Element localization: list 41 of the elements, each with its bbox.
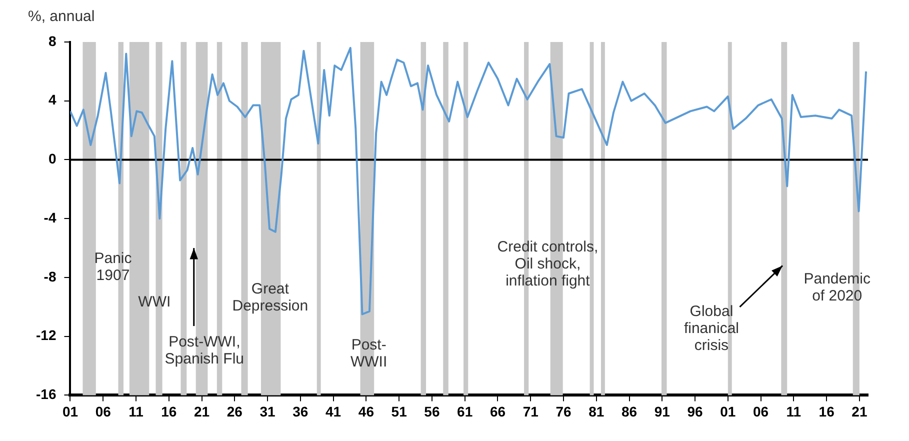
x-tick-label: 16	[161, 403, 177, 420]
x-tick-label: 71	[522, 403, 539, 420]
x-tick-label: 56	[424, 403, 440, 420]
x-tick-label: 31	[260, 403, 276, 420]
x-tick-label: 51	[391, 403, 408, 420]
x-tick-label: 21	[852, 403, 868, 420]
x-tick-label: 46	[358, 403, 374, 420]
y-tick-label: -8	[44, 268, 56, 284]
annotation: Pandemic of 2020	[804, 270, 871, 304]
x-tick-label: 11	[786, 403, 802, 420]
annotation: Great Depression	[232, 280, 308, 315]
x-tick-label: 01	[62, 403, 78, 420]
x-tick-label: 26	[226, 403, 243, 420]
annotation: Post-WWI, Spanish Flu	[164, 334, 244, 368]
x-tick-label: 06	[753, 403, 769, 420]
y-tick-label: 4	[48, 92, 56, 108]
annotation: Panic 1907	[94, 250, 132, 284]
y-tick-label: -12	[36, 327, 56, 344]
x-tick-label: 36	[292, 403, 308, 420]
x-tick-label: 41	[326, 403, 342, 420]
x-tick-label: 76	[556, 403, 572, 420]
x-tick-label: 16	[818, 403, 835, 420]
x-tick-label: 96	[687, 403, 704, 420]
y-tick-label: -4	[44, 209, 56, 226]
chart-subtitle: %, annual	[28, 8, 95, 26]
annotation: Post- WWII	[350, 336, 388, 371]
y-tick-label: -16	[36, 386, 56, 402]
y-tick-label: 8	[48, 32, 56, 49]
annotation: Credit controls, Oil shock, inflation fight	[497, 238, 598, 290]
x-tick-label: 81	[588, 403, 604, 420]
x-tick-label: 91	[654, 403, 670, 420]
x-tick-label: 66	[490, 403, 506, 420]
x-tick-label: 61	[457, 403, 473, 420]
annotation: WWI	[138, 294, 171, 311]
x-tick-label: 11	[128, 403, 144, 420]
x-tick-label: 21	[194, 403, 210, 420]
y-tick-label: 0	[48, 150, 56, 167]
x-tick-label: 86	[621, 403, 638, 420]
x-tick-label: 01	[720, 403, 736, 420]
x-tick-label: 06	[95, 403, 112, 420]
annotation: Global finanical crisis	[684, 303, 739, 354]
